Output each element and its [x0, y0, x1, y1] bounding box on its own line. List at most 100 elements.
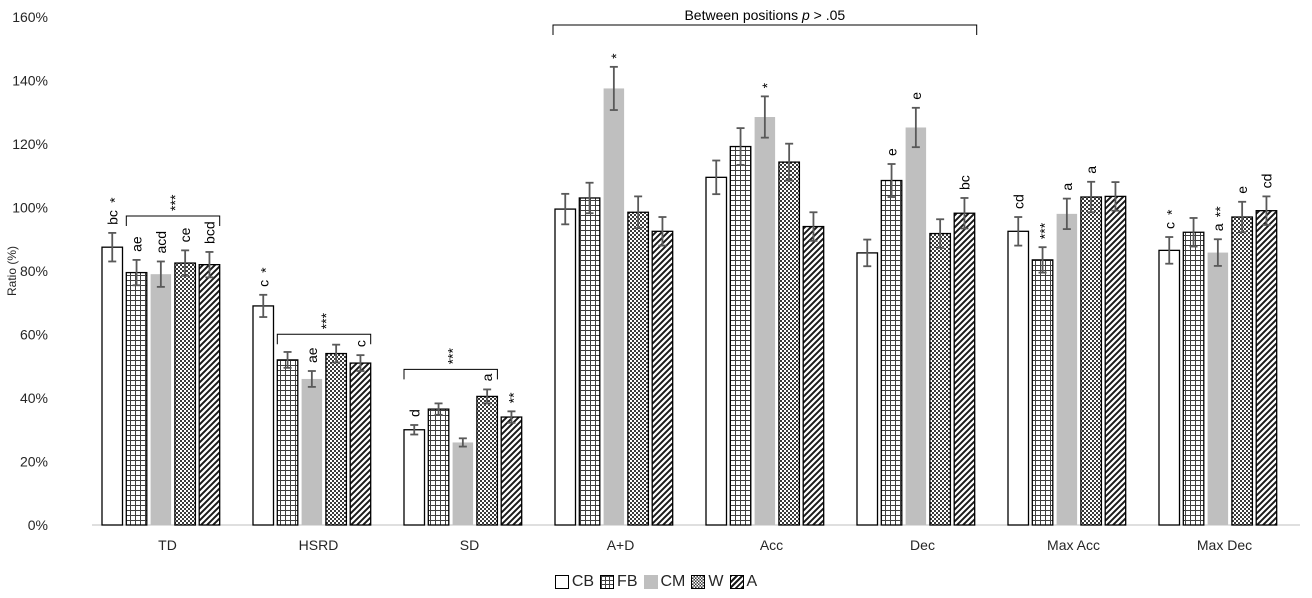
legend-item-w: W	[691, 573, 724, 591]
x-tick-label: Max Acc	[1047, 537, 1100, 553]
significance-bracket	[276, 333, 372, 345]
y-tick-label: 20%	[20, 454, 48, 470]
legend-label: CM	[660, 573, 686, 590]
span-annotation: Between positions p > .05	[684, 7, 845, 23]
bar-cm	[301, 378, 323, 525]
legend-label: W	[708, 573, 724, 590]
bar-cm	[603, 88, 625, 525]
significance-stars: ***	[1037, 222, 1053, 239]
significance-letter: a	[1210, 223, 1226, 231]
significance-stars: *	[257, 267, 273, 273]
significance-letter: c	[1161, 222, 1177, 229]
bar-a	[500, 416, 523, 526]
x-tick-label: HSRD	[299, 537, 339, 553]
span-bracket	[552, 24, 978, 35]
bar-cm	[905, 127, 927, 526]
significance-stars: **	[1212, 206, 1228, 217]
significance-bracket	[125, 215, 221, 226]
bar-fb	[880, 179, 903, 526]
legend: CB FB CM W A	[0, 573, 1312, 594]
significance-letter: cd	[1010, 194, 1026, 209]
bar-cm	[1056, 213, 1078, 525]
bar-cb	[856, 252, 879, 526]
bar-cm	[754, 117, 776, 525]
x-tick-label: Max Dec	[1197, 537, 1252, 553]
bar-w	[476, 395, 499, 526]
significance-bracket	[403, 368, 498, 380]
bar-cb	[1007, 230, 1030, 526]
legend-swatch	[729, 575, 744, 589]
bar-cm	[452, 442, 474, 525]
bar-w	[1080, 196, 1103, 526]
significance-letter: c	[255, 280, 271, 287]
x-tick-label: TD	[158, 537, 177, 553]
x-tick-label: Dec	[910, 537, 935, 553]
bar-cb	[252, 305, 275, 526]
bar-cm	[150, 274, 172, 525]
bar-fb	[125, 271, 148, 526]
bar-a	[1255, 210, 1278, 526]
legend-item-a: A	[729, 573, 757, 591]
bar-fb	[729, 145, 752, 526]
legend-label: CB	[571, 573, 595, 590]
y-tick-label: 120%	[12, 136, 48, 152]
legend-label: FB	[617, 573, 638, 590]
significance-letter: ce	[177, 227, 193, 242]
bracket-stars: ***	[445, 348, 461, 365]
y-tick-label: 140%	[12, 73, 48, 89]
significance-letter: acd	[153, 231, 169, 254]
significance-stars: *	[608, 53, 624, 59]
bar-w	[1231, 216, 1254, 526]
bar-w	[325, 352, 348, 526]
legend-item-cb: CB	[554, 573, 595, 591]
y-tick-label: 100%	[12, 200, 48, 216]
significance-letter: bc	[104, 210, 120, 225]
significance-letter: bcd	[201, 221, 217, 244]
significance-letter: d	[406, 409, 422, 417]
bar-a	[651, 230, 674, 526]
significance-stars: *	[1163, 209, 1179, 215]
bar-cb	[101, 246, 124, 526]
y-tick-label: 40%	[20, 390, 48, 406]
legend-swatch	[600, 575, 615, 589]
bar-fb	[578, 197, 601, 526]
bar-cb	[1158, 249, 1181, 526]
x-tick-label: SD	[460, 537, 479, 553]
legend-item-fb: FB	[600, 573, 638, 591]
bar-a	[349, 362, 372, 526]
significance-stars: *	[106, 197, 122, 203]
bar-cm	[1207, 252, 1229, 525]
legend-swatch	[691, 575, 706, 589]
bar-a	[198, 263, 221, 526]
significance-letter: c	[352, 340, 368, 347]
significance-stars: **	[505, 392, 521, 403]
bars	[101, 65, 1278, 526]
bar-w	[929, 232, 952, 526]
legend-item-cm: CM	[643, 573, 686, 591]
y-tick-label: 0%	[28, 517, 48, 533]
bar-cb	[554, 208, 577, 526]
y-tick-label: 160%	[12, 9, 48, 25]
significance-stars: *	[759, 82, 775, 88]
significance-letter: e	[884, 148, 900, 156]
significance-letter: e	[1234, 186, 1250, 194]
legend-swatch	[554, 575, 569, 589]
bar-w	[174, 262, 197, 526]
bar-fb	[276, 359, 299, 526]
legend-swatch	[643, 575, 658, 589]
y-tick-label: 80%	[20, 263, 48, 279]
significance-letter: e	[908, 92, 924, 100]
bar-w	[627, 211, 650, 526]
bar-cb	[403, 429, 426, 526]
significance-letter: a	[1059, 183, 1075, 191]
x-tick-label: A+D	[607, 537, 635, 553]
x-tick-label: Acc	[760, 537, 783, 553]
bar-w	[778, 161, 801, 526]
bar-fb	[427, 408, 450, 526]
bracket-stars: ***	[318, 312, 334, 329]
bar-cb	[705, 176, 728, 526]
bar-a	[1104, 195, 1127, 526]
axes: 0% 20% 40% 60% 80% 100% 120% 140% 160% Ratio (%) T…	[5, 9, 1300, 553]
